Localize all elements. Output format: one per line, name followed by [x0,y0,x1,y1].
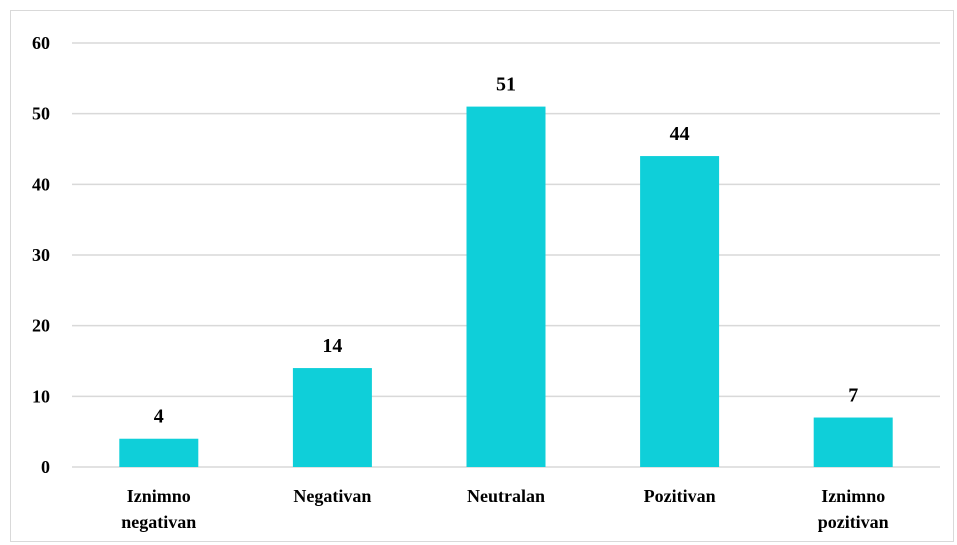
x-category-label-1-0: Negativan [293,486,371,506]
y-axis-ticks: 0 10 20 30 40 50 60 [32,33,50,477]
data-label-3: 44 [670,123,690,145]
y-tick-label: 10 [32,386,50,406]
y-tick-label: 60 [32,33,50,53]
y-tick-label: 0 [41,457,50,477]
bar-0 [119,438,199,467]
x-category-label-2-0: Neutralan [467,486,545,506]
y-tick-label: 20 [32,316,50,336]
data-labels: 4 14 51 44 7 [154,74,858,428]
x-category-label-0-0: Iznimno [127,486,191,506]
x-category-label-4-0: Iznimno [821,486,885,506]
bars [119,106,893,468]
data-label-2: 51 [496,74,516,96]
data-label-1: 14 [322,335,342,357]
bar-4 [813,417,893,467]
x-category-label-4-1: pozitivan [818,512,889,532]
bar-3 [640,156,720,468]
y-tick-label: 50 [32,104,50,124]
data-label-0: 4 [154,406,164,428]
bar-2 [466,106,546,467]
bar-1 [292,368,372,467]
y-tick-label: 40 [32,174,50,194]
y-tick-label: 30 [32,245,50,265]
x-axis-categories: Iznimno negativan Negativan Neutralan Poziti… [121,486,888,532]
x-category-label-0-1: negativan [121,512,196,532]
data-label-4: 7 [848,385,858,407]
x-category-label-3-0: Pozitivan [644,486,716,506]
